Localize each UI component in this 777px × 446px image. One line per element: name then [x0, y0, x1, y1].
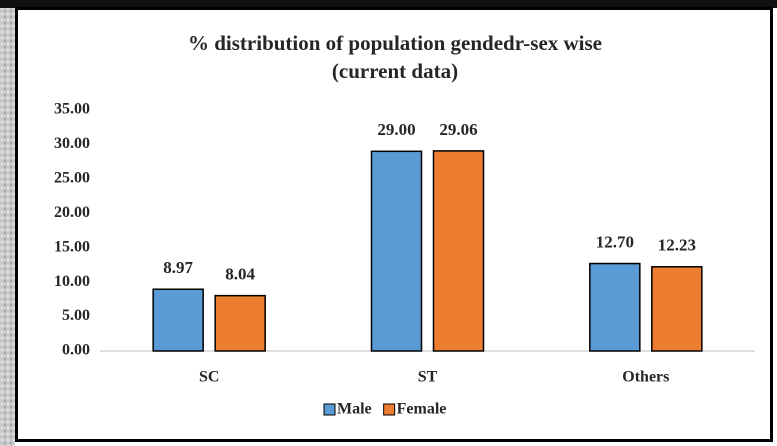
x-tick-label: SC [199, 369, 219, 386]
legend-swatch [383, 403, 396, 416]
top-bar [0, 0, 777, 8]
x-tick-label: Others [622, 369, 669, 386]
legend-label: Female [397, 401, 447, 418]
y-tick-label: 35.00 [54, 101, 90, 118]
x-tick-label: ST [418, 369, 438, 386]
chart-subtitle: (current data) [332, 59, 458, 83]
legend-swatch [323, 403, 336, 416]
y-tick-label: 5.00 [62, 307, 90, 324]
bar [589, 262, 641, 352]
data-label: 8.97 [163, 258, 193, 277]
y-tick-label: 0.00 [62, 342, 90, 359]
chart-title: % distribution of population gendedr-sex… [188, 31, 602, 55]
legend-label: Male [337, 401, 372, 418]
bar [370, 150, 423, 352]
side-texture [0, 0, 15, 446]
data-label: 12.70 [596, 232, 634, 251]
bar [651, 266, 703, 352]
data-label: 29.06 [439, 120, 477, 139]
data-label: 29.00 [377, 120, 415, 139]
bar [214, 294, 266, 352]
y-tick-label: 25.00 [54, 170, 90, 187]
bar [432, 150, 485, 352]
data-label: 12.23 [658, 236, 696, 255]
y-tick-label: 10.00 [54, 273, 90, 290]
data-label: 8.04 [225, 265, 255, 284]
bar [152, 288, 204, 352]
y-tick-label: 20.00 [54, 204, 90, 221]
y-tick-label: 15.00 [54, 238, 90, 255]
y-tick-label: 30.00 [54, 135, 90, 152]
